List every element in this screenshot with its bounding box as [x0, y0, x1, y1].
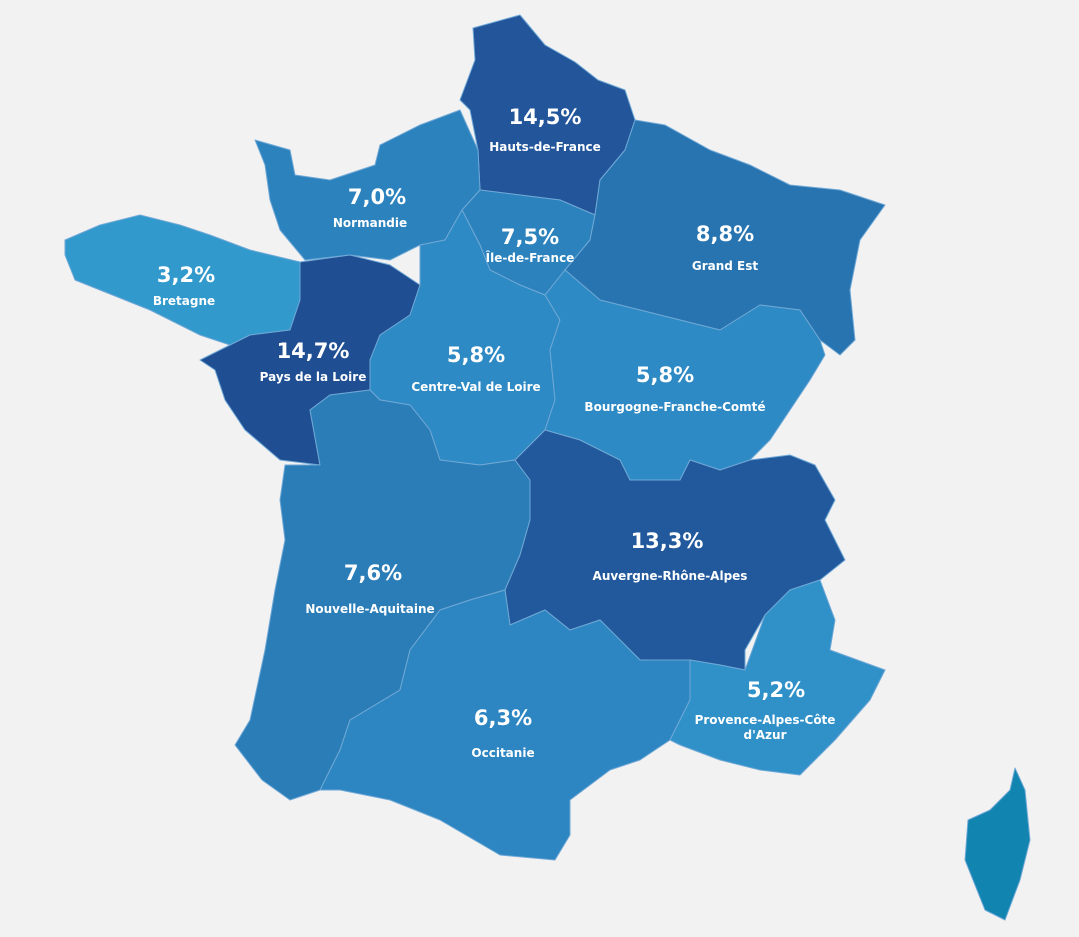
region-value: 6,3% — [474, 706, 532, 730]
region-value: 8,8% — [696, 222, 754, 246]
region-name: Centre-Val de Loire — [411, 380, 540, 394]
region-value: 5,2% — [747, 678, 805, 702]
region-occitanie — [319, 589, 691, 861]
region-corse — [964, 767, 1031, 921]
region-name: Provence-Alpes-Côte d'Azur — [695, 713, 836, 742]
region-name: Grand Est — [692, 259, 759, 273]
region-name: Normandie — [333, 216, 407, 230]
region-value: 5,8% — [447, 343, 505, 367]
region-name: Bretagne — [153, 294, 215, 308]
region-paca — [669, 579, 886, 776]
region-name: Nouvelle-Aquitaine — [305, 602, 434, 616]
region-name: Auvergne-Rhône-Alpes — [593, 569, 748, 583]
region-name: Bourgogne-Franche-Comté — [584, 400, 765, 414]
labels: 14,5% Hauts-de-France 7,0% Normandie 7,5%Île… — [153, 105, 836, 760]
region-value: 7,0% — [348, 185, 406, 209]
region-name: Île-de-France — [486, 250, 575, 265]
region-value: 5,8% — [636, 363, 694, 387]
region-name: Pays de la Loire — [260, 370, 367, 384]
region-value: 7,6% — [344, 561, 402, 585]
region-name: Occitanie — [471, 746, 534, 760]
region-value: 14,7% — [277, 339, 350, 363]
region-value: 3,2% — [157, 263, 215, 287]
region-name: Hauts-de-France — [489, 140, 601, 154]
region-value: 14,5% — [509, 105, 582, 129]
region-value: 13,3% — [631, 529, 704, 553]
region-value: 7,5% — [501, 225, 559, 249]
